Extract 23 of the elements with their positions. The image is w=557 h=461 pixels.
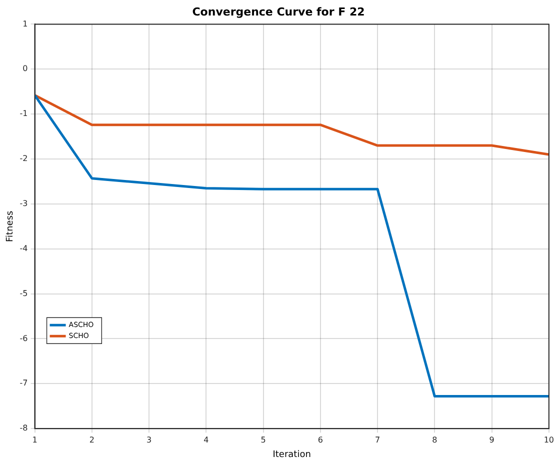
y-tick-label: 1 <box>22 19 28 28</box>
y-tick-label: -8 <box>20 424 28 433</box>
y-tick-label: -2 <box>20 154 28 164</box>
y-axis-title: Fitness <box>6 210 16 242</box>
y-tick-label: -4 <box>20 244 28 253</box>
y-tick-label: -1 <box>20 109 28 118</box>
x-tick-label: 5 <box>260 435 266 444</box>
y-tick-label: -7 <box>20 378 28 388</box>
x-tick-label: 4 <box>204 435 209 444</box>
x-axis-title: Iteration <box>272 450 311 460</box>
y-tick-label: -5 <box>20 288 28 298</box>
y-tick-label: -3 <box>20 199 28 208</box>
x-tick-label: 3 <box>146 435 152 444</box>
x-tick-label: 7 <box>374 435 380 444</box>
x-tick-label: 9 <box>489 435 494 444</box>
y-tick-label: -6 <box>20 334 28 343</box>
x-tick-label: 2 <box>89 435 94 444</box>
chart-title: Convergence Curve for F 22 <box>192 5 365 18</box>
x-tick-label: 8 <box>432 435 438 444</box>
y-tick-label: 0 <box>22 64 28 74</box>
x-tick-label: 6 <box>318 435 323 444</box>
x-tick-label: 1 <box>32 435 38 444</box>
x-tick-label: 10 <box>544 435 554 444</box>
